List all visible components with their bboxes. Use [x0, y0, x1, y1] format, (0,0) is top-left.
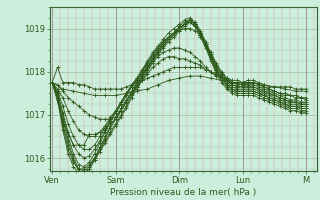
- X-axis label: Pression niveau de la mer( hPa ): Pression niveau de la mer( hPa ): [110, 188, 256, 197]
